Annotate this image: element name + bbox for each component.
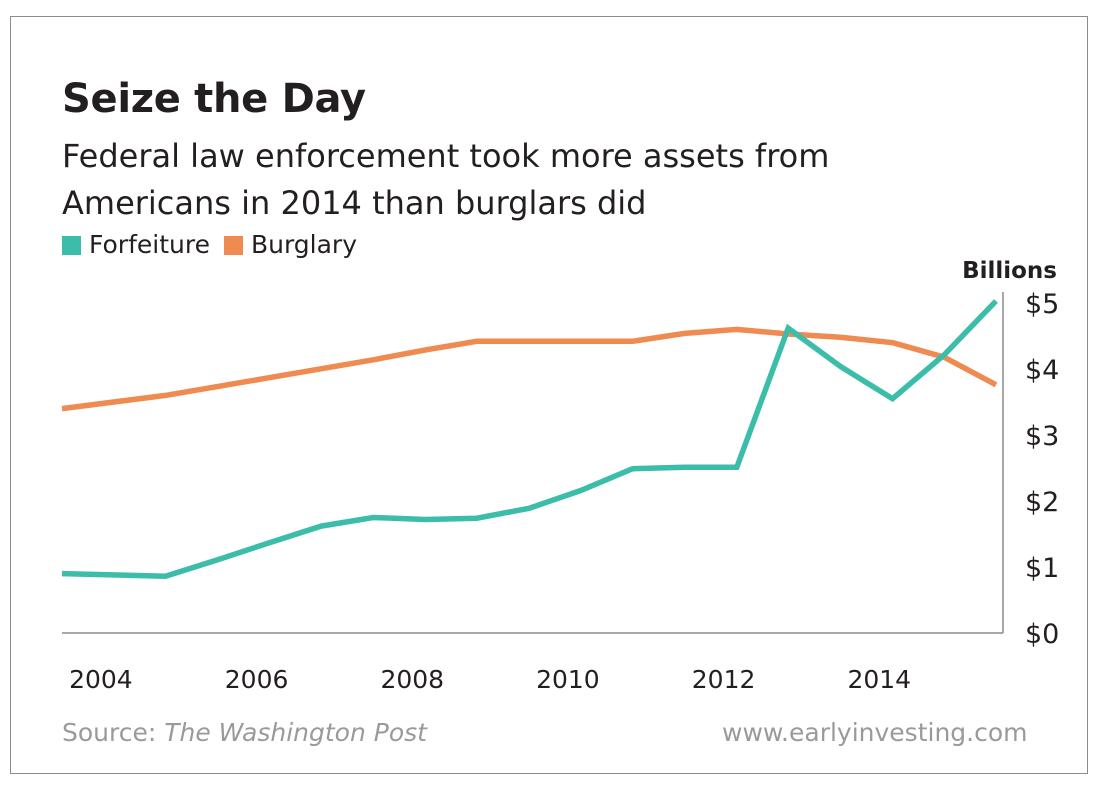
y-tick-label: $3 <box>1025 421 1059 452</box>
legend: Forfeiture Burglary <box>62 230 371 260</box>
x-tick-label: 2014 <box>847 665 911 694</box>
x-tick-label: 2008 <box>380 665 444 694</box>
y-tick-label: $5 <box>1025 289 1059 320</box>
x-tick-label: 2010 <box>536 665 600 694</box>
y-tick-label: $2 <box>1025 487 1059 518</box>
series-line-forfeiture <box>61 299 998 579</box>
subtitle-line-1: Federal law enforcement took more assets… <box>62 137 830 175</box>
legend-label-burglary: Burglary <box>250 230 357 259</box>
series-line-burglary <box>61 326 998 412</box>
x-tick-label: 2004 <box>69 665 133 694</box>
legend-label-forfeiture: Forfeiture <box>89 230 210 259</box>
legend-item-forfeiture: Forfeiture <box>62 230 210 260</box>
y-axis-title: Billions <box>962 258 1057 284</box>
source-credit: Source: The Washington Post <box>62 718 427 747</box>
legend-swatch-burglary <box>223 235 243 255</box>
subtitle-line-2: Americans in 2014 than burglars did <box>62 184 647 222</box>
legend-item-burglary: Burglary <box>223 230 357 260</box>
chart-title: Seize the Day <box>62 76 366 122</box>
website-credit: www.earlyinvesting.com <box>722 718 1028 747</box>
y-tick-label: $1 <box>1025 553 1059 584</box>
source-prefix: Source: <box>62 718 165 747</box>
legend-swatch-forfeiture <box>62 235 81 255</box>
chart-subtitle: Federal law enforcement took more assets… <box>62 133 942 227</box>
source-publication: The Washington Post <box>164 718 427 747</box>
x-tick-label: 2006 <box>225 665 289 694</box>
chart-frame <box>10 16 1088 774</box>
x-tick-label: 2012 <box>692 665 756 694</box>
y-tick-label: $4 <box>1025 355 1059 386</box>
y-tick-label: $0 <box>1025 619 1059 650</box>
